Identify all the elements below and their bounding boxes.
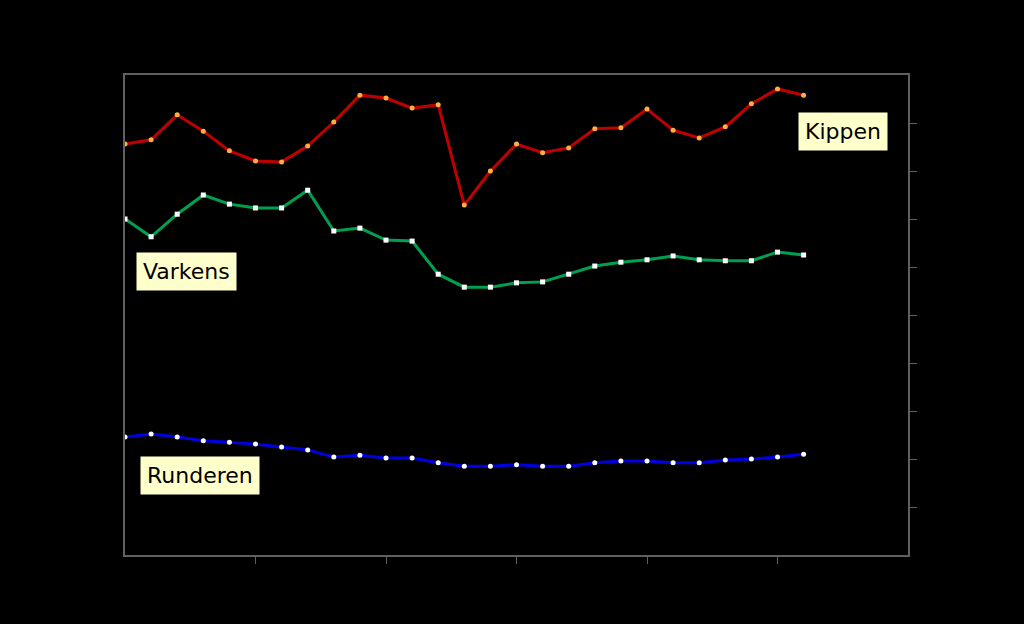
svg-text:Runderen: Runderen xyxy=(147,463,253,488)
svg-text:Varkens: Varkens xyxy=(143,259,230,284)
svg-text:Kippen: Kippen xyxy=(805,119,881,144)
